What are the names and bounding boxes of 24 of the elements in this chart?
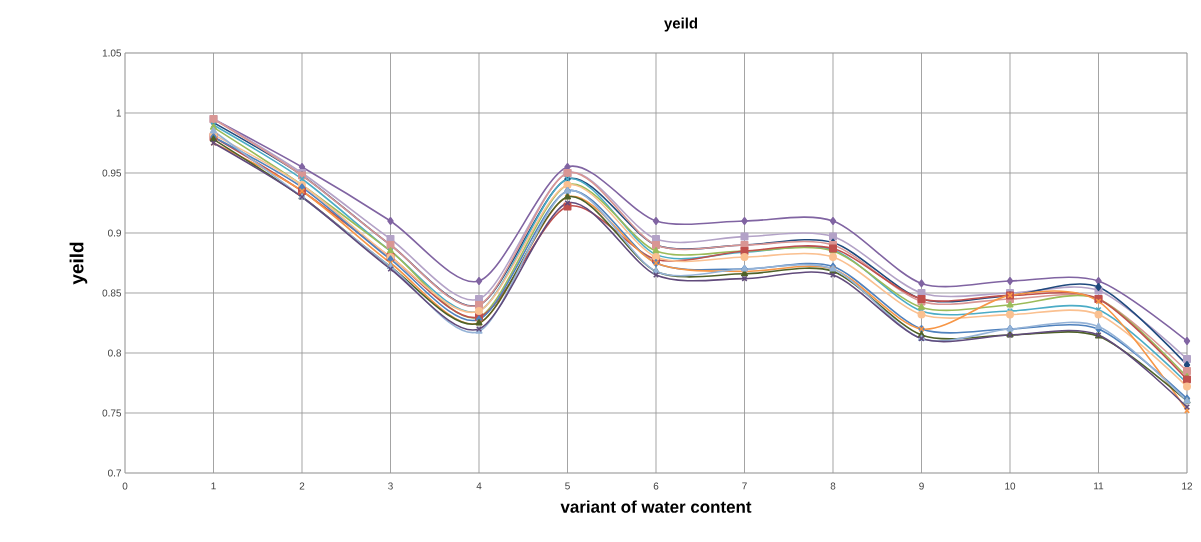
chart-title: yeild (664, 17, 698, 32)
x-tick-label: 1 (211, 482, 216, 490)
x-tick-label: 2 (299, 482, 305, 490)
y-tick-label: 1 (116, 109, 121, 117)
x-tick-label: 10 (1005, 482, 1016, 490)
x-tick-label: 6 (653, 482, 659, 490)
x-axis-title: variant of water content (560, 500, 752, 513)
y-tick-label: 0.7 (108, 469, 121, 477)
x-tick-label: 12 (1182, 482, 1193, 490)
y-tick-label: 0.75 (102, 409, 122, 417)
x-tick-label: 4 (476, 482, 482, 490)
x-tick-label: 3 (388, 482, 393, 490)
x-tick-label: 0 (122, 482, 128, 490)
x-tick-label: 5 (565, 482, 570, 490)
x-tick-label: 7 (742, 482, 747, 490)
x-tick-label: 9 (919, 482, 924, 490)
x-tick-label: 11 (1094, 482, 1104, 490)
y-tick-label: 0.9 (108, 229, 122, 237)
x-tick-label: 8 (830, 482, 836, 490)
y-axis-title: yeild (69, 242, 88, 285)
y-tick-label: 0.85 (102, 289, 122, 297)
y-tick-label: 0.95 (102, 169, 122, 177)
y-tick-label: 0.8 (108, 349, 122, 357)
y-tick-label: 1.05 (102, 49, 122, 57)
